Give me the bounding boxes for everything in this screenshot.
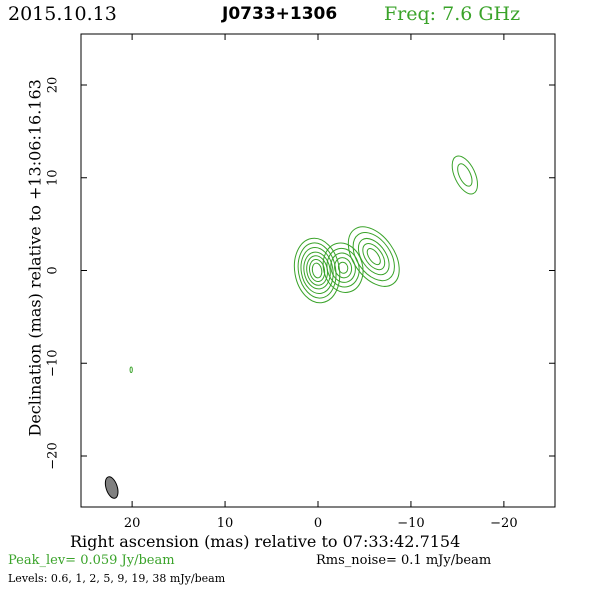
- contour-line: [293, 237, 341, 304]
- beam-ellipse: [104, 476, 119, 499]
- contour-lines: [129, 155, 479, 374]
- contour-line: [337, 261, 349, 274]
- y-tick-label: 10: [46, 169, 61, 186]
- x-axis-label: Right ascension (mas) relative to 07:33:…: [70, 532, 461, 551]
- y-tick-label: 0: [46, 266, 61, 274]
- contour-line: [366, 248, 381, 266]
- contour-levels: Levels: 0.6, 1, 2, 5, 9, 19, 38 mJy/beam: [8, 572, 226, 585]
- contour-line: [334, 257, 353, 279]
- contour-line: [362, 243, 386, 271]
- contour-line: [303, 251, 331, 290]
- beam-ellipse-group: [104, 476, 119, 499]
- y-tick-label: 20: [46, 77, 61, 94]
- contour-line: [300, 247, 334, 294]
- y-tick-label: −10: [46, 350, 61, 377]
- plot-frame: [80, 33, 556, 508]
- axis-tick-labels: 20 10 0 −10 −20 20 10 0 −10 −20: [46, 77, 518, 531]
- x-tick-label: 0: [314, 516, 322, 531]
- y-axis-label: Declination (mas) relative to +13:06:16.…: [25, 79, 45, 437]
- source-name: J0733+1306: [222, 4, 338, 24]
- contour-line: [308, 258, 326, 283]
- x-tick-label: 10: [217, 516, 234, 531]
- x-tick-label: −10: [397, 516, 424, 531]
- contour-line: [311, 262, 323, 279]
- contour-line: [297, 242, 337, 299]
- rms-noise: Rms_noise= 0.1 mJy/beam: [316, 553, 492, 568]
- contour-line: [451, 155, 479, 195]
- x-tick-label: 20: [124, 516, 141, 531]
- contour-line: [347, 226, 400, 287]
- contour-line: [352, 232, 395, 282]
- x-tick-label: −20: [490, 516, 517, 531]
- y-tick-label: −20: [46, 442, 61, 469]
- frequency-label: Freq: 7.6 GHz: [384, 3, 521, 25]
- contour-line: [322, 242, 364, 293]
- contour-line: [457, 163, 473, 187]
- contour-line: [357, 237, 390, 276]
- contour-line: [129, 366, 133, 374]
- peak-level: Peak_lev= 0.059 Jy/beam: [8, 553, 175, 568]
- axis-ticks: [81, 34, 555, 507]
- observation-date: 2015.10.13: [8, 3, 117, 25]
